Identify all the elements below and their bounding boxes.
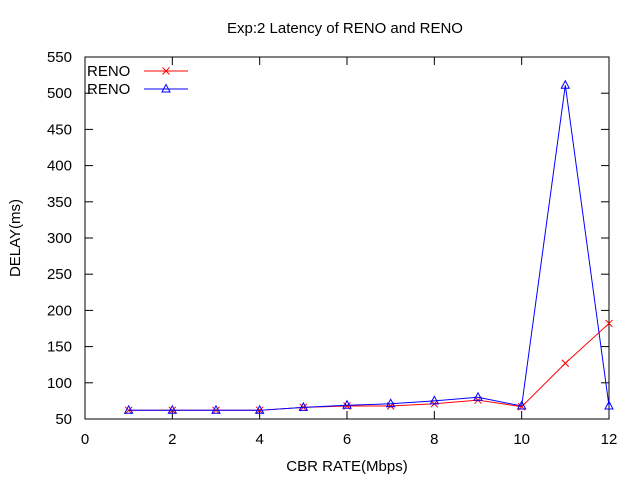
y-tick-label: 300 xyxy=(47,230,72,247)
y-axis-label: DELAY(ms) xyxy=(7,199,24,277)
x-tick-label: 2 xyxy=(168,431,176,448)
series-line xyxy=(128,323,610,411)
y-tick-label: 100 xyxy=(47,375,72,392)
x-axis-label: CBR RATE(Mbps) xyxy=(286,458,407,475)
x-tick-label: 0 xyxy=(81,431,89,448)
data-point xyxy=(429,395,440,405)
data-point xyxy=(604,400,614,410)
series-layer xyxy=(123,79,614,415)
legend-marker xyxy=(162,67,170,75)
data-point xyxy=(123,404,134,414)
series-1 xyxy=(123,79,614,414)
x-tick-label: 4 xyxy=(255,431,263,448)
x-tick-label: 10 xyxy=(513,431,530,448)
y-axis: 50 100 150 200 250 300 350 400 450 500 550 xyxy=(47,49,609,428)
y-tick-label: 400 xyxy=(47,158,72,175)
x-tick-label: 8 xyxy=(430,431,438,448)
data-point xyxy=(167,404,178,414)
y-tick-label: 350 xyxy=(47,194,72,211)
y-tick-label: 450 xyxy=(47,121,72,138)
y-tick-label: 150 xyxy=(47,339,72,356)
plot-frame xyxy=(84,56,610,420)
y-tick-label: 50 xyxy=(55,411,72,428)
y-tick-label: 250 xyxy=(47,266,72,283)
data-point xyxy=(560,79,571,89)
legend-label: RENO xyxy=(87,81,130,98)
legend-marker xyxy=(161,83,171,93)
data-point xyxy=(516,400,527,410)
y-tick-label: 500 xyxy=(47,85,72,102)
x-axis: 0 2 4 6 8 10 12 xyxy=(81,57,618,448)
y-tick-label: 550 xyxy=(47,49,72,66)
x-tick-label: 12 xyxy=(601,431,618,448)
y-tick-label: 200 xyxy=(47,302,72,319)
data-point xyxy=(385,398,396,408)
x-tick-label: 6 xyxy=(343,431,351,448)
series-line xyxy=(128,85,610,411)
data-point xyxy=(561,359,570,368)
data-point xyxy=(342,399,352,409)
legend-label: RENO xyxy=(87,63,130,80)
data-point xyxy=(605,319,613,328)
series-0 xyxy=(124,319,613,415)
data-point xyxy=(211,404,221,414)
data-point xyxy=(298,401,309,411)
data-point xyxy=(473,391,483,401)
chart-title: Exp:2 Latency of RENO and RENO xyxy=(227,20,463,37)
data-point xyxy=(254,404,265,414)
